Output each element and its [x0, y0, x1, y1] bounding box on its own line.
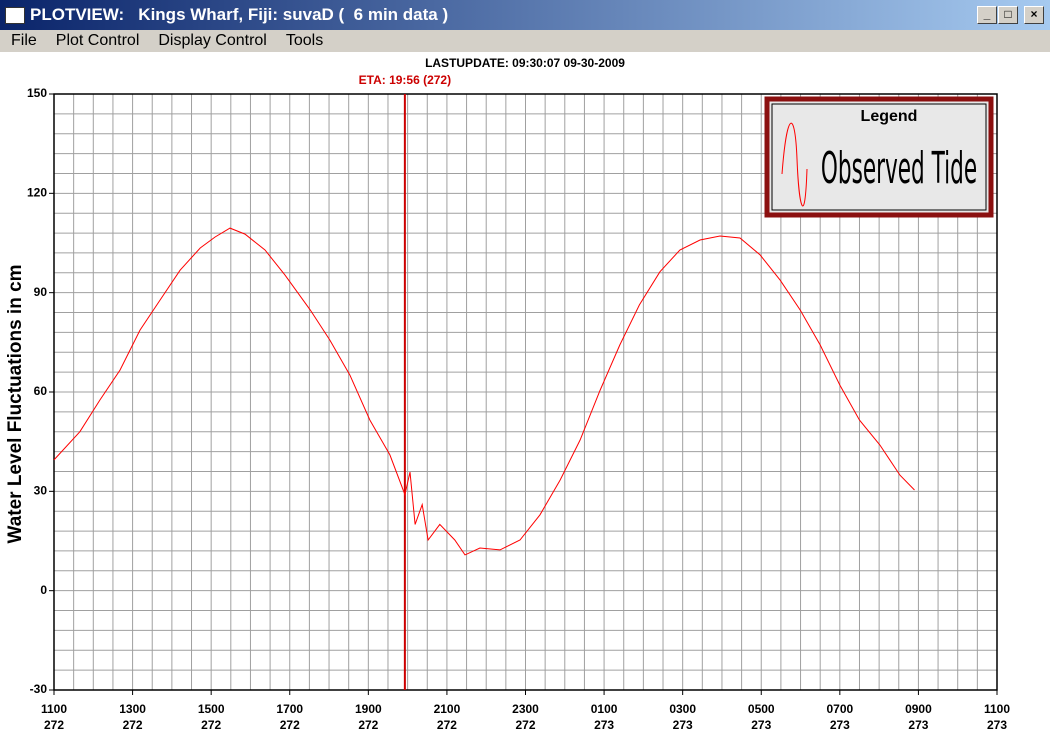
x-tick-label: 1700: [276, 702, 303, 716]
x-tick-label: 1300: [119, 702, 146, 716]
x-tick-label: 0900: [905, 702, 932, 716]
x-tick-label: 0700: [826, 702, 853, 716]
legend-title: Legend: [861, 108, 918, 125]
legend-box: [764, 96, 994, 218]
x-tick-day: 272: [123, 718, 143, 732]
x-tick-day: 273: [751, 718, 771, 732]
x-tick-label: 1500: [198, 702, 225, 716]
x-tick-label: 1100: [984, 702, 1010, 716]
y-tick-label: 90: [34, 285, 48, 299]
legend-entry: Observed Tide: [821, 144, 977, 195]
x-tick-day: 272: [515, 718, 535, 732]
x-tick-day: 272: [201, 718, 221, 732]
data-line: [53, 227, 915, 556]
y-tick-label: -30: [30, 682, 48, 696]
chart: LASTUPDATE: 09:30:07 09-30-2009 -30 0 30 60 9…: [0, 52, 1050, 737]
x-tick-day: 273: [830, 718, 850, 732]
x-tick-day: 272: [437, 718, 457, 732]
menu-item[interactable]: File: [11, 32, 37, 49]
y-tick-label: 150: [27, 86, 47, 100]
x-tick-label: 0300: [669, 702, 696, 716]
x-tick-day: 273: [908, 718, 928, 732]
subtitle: LASTUPDATE: 09:30:07 09-30-2009: [425, 56, 625, 70]
y-tick-label: 0: [40, 583, 47, 597]
menu-bar: File Plot Control Display Control Tools: [0, 30, 1050, 52]
x-tick-day: 272: [280, 718, 300, 732]
x-tick-label: 0500: [748, 702, 775, 716]
x-tick-label: 1900: [355, 702, 382, 716]
x-tick-day: 273: [987, 718, 1007, 732]
maximize-button[interactable]: □: [998, 6, 1018, 24]
close-button[interactable]: ×: [1024, 6, 1044, 24]
app-icon: [5, 7, 25, 24]
eta-label: ETA: 19:56 (272): [359, 73, 451, 87]
x-tick-day: 272: [358, 718, 378, 732]
y-axis-label: Water Level Fluctuations in cm: [5, 264, 26, 543]
y-tick-label: 60: [34, 384, 48, 398]
x-tick-label: 2300: [512, 702, 539, 716]
window-title: PLOTVIEW: Kings Wharf, Fiji: suvaD ( 6 m…: [30, 5, 449, 24]
title-bar: PLOTVIEW: Kings Wharf, Fiji: suvaD ( 6 m…: [0, 0, 1050, 30]
x-tick-label: 1100: [41, 702, 67, 716]
x-tick-label: 2100: [434, 702, 461, 716]
minimize-button[interactable]: _: [977, 6, 997, 24]
x-tick-label: 0100: [591, 702, 618, 716]
legend-inner: [771, 103, 987, 211]
y-tick-label: 30: [34, 484, 48, 498]
y-tick-label: 120: [27, 186, 47, 200]
x-tick-day: 273: [594, 718, 614, 732]
x-tick-day: 272: [44, 718, 64, 732]
menu-item[interactable]: Plot Control: [55, 32, 140, 49]
legend-swatch: [781, 122, 808, 207]
menu-item[interactable]: Tools: [285, 32, 324, 49]
menu-item[interactable]: Display Control: [158, 32, 267, 49]
x-tick-day: 273: [673, 718, 693, 732]
